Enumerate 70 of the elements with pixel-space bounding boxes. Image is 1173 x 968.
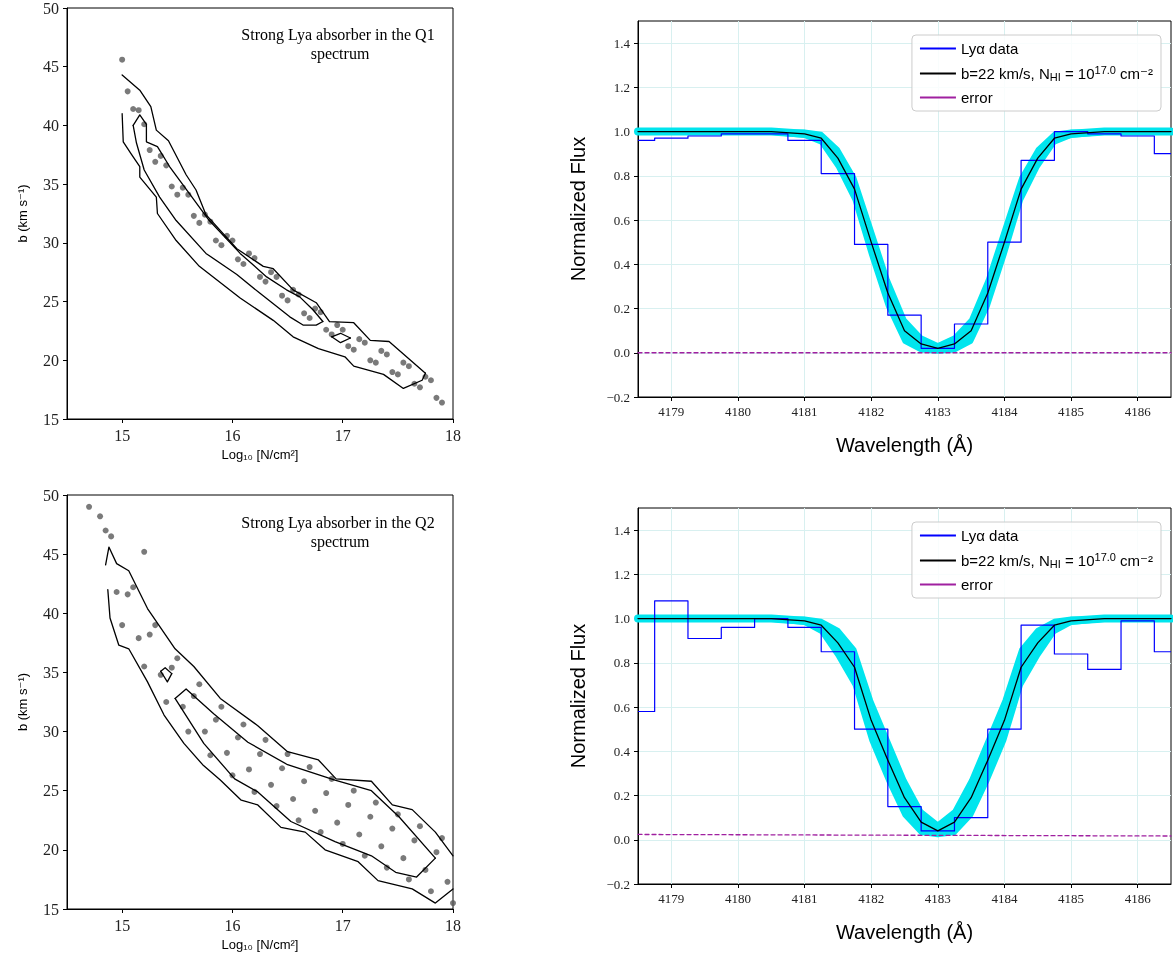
y-tick-label: 0.0: [613, 345, 630, 361]
x-tick-label: 4182: [858, 891, 885, 906]
x-tick-label: 4179: [658, 404, 685, 419]
y-tick-label: 1.4: [613, 522, 631, 538]
x-tick-label: 16: [224, 426, 241, 444]
y-tick-label: 35: [43, 175, 59, 193]
x-tick-label: 4183: [924, 891, 951, 906]
y-tick-label: 1.0: [613, 124, 630, 140]
y-tick-label: 30: [43, 723, 59, 741]
legend-label: error: [960, 576, 993, 593]
y-tick-label: 1.2: [613, 566, 630, 582]
y-tick-label: 45: [43, 545, 59, 563]
x-tick-label: 4184: [991, 404, 1018, 419]
y-tick-label: 0.8: [613, 655, 630, 671]
x-tick-label: 15: [114, 916, 131, 934]
x-axis-title: Wavelength (Å): [835, 434, 974, 456]
x-tick-label: 4185: [1058, 891, 1085, 906]
x-axis-title: Log₁₀ [N/cm²]: [221, 446, 299, 462]
x-tick-label: 18: [445, 426, 461, 444]
y-tick-label: 0.6: [613, 212, 631, 228]
y-tick-label: 25: [43, 782, 59, 800]
y-tick-label: 0.0: [613, 832, 630, 848]
x-tick-label: 4186: [1124, 404, 1152, 419]
y-tick-label: −0.2: [606, 389, 630, 405]
y-tick-label: 0.2: [613, 788, 630, 804]
x-axis-title: Wavelength (Å): [835, 921, 974, 943]
y-tick-label: 30: [43, 234, 59, 252]
x-tick-label: 4182: [858, 404, 885, 419]
x-tick-label: 4184: [991, 891, 1018, 906]
x-tick-label: 4181: [791, 404, 818, 419]
y-tick-label: 1.2: [613, 79, 630, 95]
y-axis-title: Normalized Flux: [567, 623, 589, 769]
x-tick-label: 17: [334, 426, 351, 444]
y-axis-title: b (km s⁻¹): [15, 672, 30, 732]
y-tick-label: 20: [43, 841, 59, 859]
y-tick-label: −0.2: [606, 876, 630, 892]
y-tick-label: 1.4: [613, 35, 631, 51]
x-tick-label: 4179: [658, 891, 685, 906]
y-tick-label: 40: [43, 116, 59, 134]
y-axis-title: b (km s⁻¹): [15, 184, 30, 243]
y-tick-label: 0.2: [613, 301, 630, 317]
y-tick-label: 50: [43, 0, 59, 17]
x-axis-title: Log₁₀ [N/cm²]: [221, 936, 299, 952]
y-tick-label: 0.8: [613, 168, 630, 184]
y-tick-label: 1.0: [613, 611, 630, 627]
legend-label: Lyα data: [960, 527, 1019, 544]
x-tick-label: 4180: [724, 404, 751, 419]
y-tick-label: 25: [43, 293, 59, 311]
y-axis-title: Normalized Flux: [567, 136, 589, 282]
y-tick-label: 45: [43, 58, 59, 76]
x-tick-label: 18: [445, 916, 461, 934]
x-tick-label: 16: [224, 916, 241, 934]
legend-label: Lyα data: [960, 40, 1019, 57]
y-tick-label: 0.4: [613, 743, 631, 759]
annotation: Strong Lya absorber in the Q2 spectrum: [241, 514, 439, 551]
x-tick-label: 4183: [924, 404, 951, 419]
y-tick-label: 35: [43, 663, 59, 681]
x-tick-label: 4181: [791, 891, 818, 906]
x-tick-label: 17: [334, 916, 351, 934]
y-tick-label: 50: [43, 486, 59, 504]
annotation: Strong Lya absorber in the Q1 spectrum: [241, 26, 439, 63]
y-tick-label: 0.4: [613, 256, 631, 272]
y-tick-label: 0.6: [613, 699, 631, 715]
y-tick-label: 40: [43, 604, 59, 622]
x-tick-label: 4186: [1124, 891, 1152, 906]
x-tick-label: 4180: [724, 891, 751, 906]
x-tick-label: 4185: [1058, 404, 1085, 419]
y-tick-label: 20: [43, 351, 59, 369]
legend-label: error: [960, 89, 993, 106]
x-tick-label: 15: [114, 426, 131, 444]
